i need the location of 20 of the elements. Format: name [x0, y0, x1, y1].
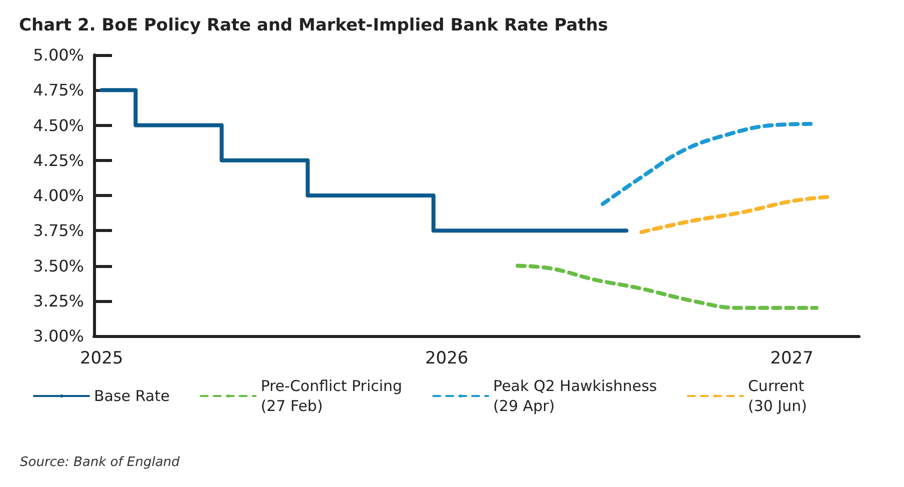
legend-label: Peak Q2 Hawkishness (29 Apr) — [493, 377, 658, 415]
source-note: Source: Bank of England — [20, 455, 180, 470]
y-tick-label: 3.75% — [33, 221, 84, 240]
line-series — [640, 194, 830, 234]
chart-title: Chart 2. BoE Policy Rate and Market-Implied Bank Rate Paths — [19, 16, 608, 36]
y-tick-label: 3.50% — [33, 256, 84, 276]
y-tick-label: 3.25% — [33, 291, 84, 310]
legend-label: Current (30 Jun) — [748, 377, 807, 415]
y-tick-label: 4.25% — [33, 150, 84, 170]
legend-label: Base Rate — [94, 387, 170, 405]
line-series — [516, 264, 818, 310]
y-tick-label: 5.00% — [33, 46, 84, 64]
y-tick-label: 4.00% — [33, 186, 84, 205]
x-tick-label: 2025 — [80, 348, 124, 368]
y-tick-label: 3.00% — [33, 326, 84, 346]
x-tick-label: 2026 — [425, 348, 468, 368]
x-tick-label: 2027 — [770, 348, 814, 368]
y-tick-label: 4.50% — [33, 116, 84, 135]
legend-label: Pre-Conflict Pricing (27 Feb) — [260, 377, 402, 415]
y-tick-label: 4.75% — [33, 80, 84, 100]
